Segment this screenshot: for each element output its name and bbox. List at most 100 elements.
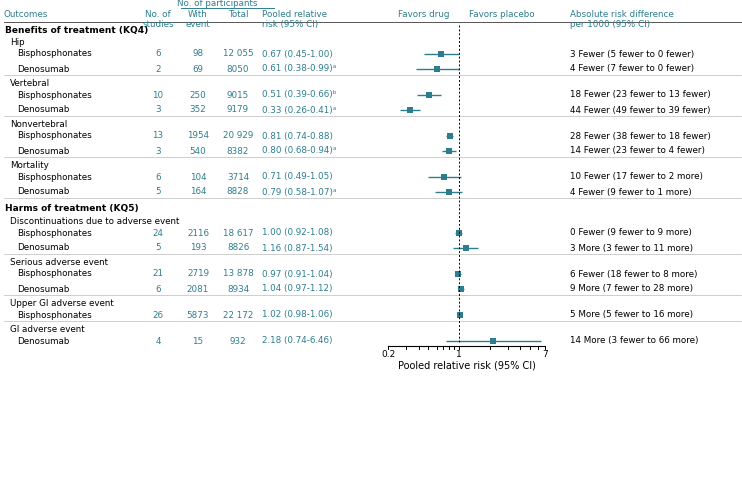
Text: 5873: 5873 xyxy=(187,310,209,320)
Text: 3714: 3714 xyxy=(227,173,249,182)
Text: Benefits of treatment (KQ4): Benefits of treatment (KQ4) xyxy=(5,26,148,35)
Text: 20 929: 20 929 xyxy=(223,132,253,140)
Text: 0.33 (0.26-0.41)ᵃ: 0.33 (0.26-0.41)ᵃ xyxy=(262,106,336,115)
Text: Denosumab: Denosumab xyxy=(17,243,69,253)
Text: 15: 15 xyxy=(192,336,203,346)
Text: GI adverse event: GI adverse event xyxy=(10,325,85,334)
Text: 14 More (3 fewer to 66 more): 14 More (3 fewer to 66 more) xyxy=(570,336,698,346)
Text: 9015: 9015 xyxy=(227,91,249,99)
Text: 1.00 (0.92-1.08): 1.00 (0.92-1.08) xyxy=(262,228,332,238)
Text: 22 172: 22 172 xyxy=(223,310,253,320)
Text: Serious adverse event: Serious adverse event xyxy=(10,258,108,267)
Text: 8828: 8828 xyxy=(227,187,249,197)
Text: 24: 24 xyxy=(153,228,163,238)
Text: 18 Fewer (23 fewer to 13 fewer): 18 Fewer (23 fewer to 13 fewer) xyxy=(570,91,711,99)
Text: 12 055: 12 055 xyxy=(223,50,253,58)
Text: Harms of treatment (KQ5): Harms of treatment (KQ5) xyxy=(5,204,139,214)
Text: No. of
studies: No. of studies xyxy=(142,10,174,29)
Text: 2081: 2081 xyxy=(187,284,209,294)
Text: 10 Fewer (17 fewer to 2 more): 10 Fewer (17 fewer to 2 more) xyxy=(570,173,703,182)
Text: 3: 3 xyxy=(155,147,161,156)
Text: Total: Total xyxy=(228,10,249,19)
Text: 0.81 (0.74-0.88): 0.81 (0.74-0.88) xyxy=(262,132,333,140)
Text: 6: 6 xyxy=(155,173,161,182)
Text: Denosumab: Denosumab xyxy=(17,106,69,115)
Text: Bisphosphonates: Bisphosphonates xyxy=(17,310,92,320)
Text: 0.67 (0.45-1.00): 0.67 (0.45-1.00) xyxy=(262,50,333,58)
Text: Vertebral: Vertebral xyxy=(10,79,50,88)
Text: 8826: 8826 xyxy=(227,243,249,253)
Text: 26: 26 xyxy=(153,310,163,320)
Text: 9 More (7 fewer to 28 more): 9 More (7 fewer to 28 more) xyxy=(570,284,693,294)
Text: With
event: With event xyxy=(186,10,211,29)
Text: 0.79 (0.58-1.07)ᵃ: 0.79 (0.58-1.07)ᵃ xyxy=(262,187,337,197)
Text: 540: 540 xyxy=(190,147,206,156)
Text: 8382: 8382 xyxy=(227,147,249,156)
Text: 0.80 (0.68-0.94)ᵃ: 0.80 (0.68-0.94)ᵃ xyxy=(262,147,336,156)
Text: Absolute risk difference
per 1000 (95% CI): Absolute risk difference per 1000 (95% C… xyxy=(570,10,674,29)
Text: 14 Fewer (23 fewer to 4 fewer): 14 Fewer (23 fewer to 4 fewer) xyxy=(570,147,705,156)
Text: 13: 13 xyxy=(152,132,163,140)
Text: Favors drug: Favors drug xyxy=(398,10,450,19)
Text: 2: 2 xyxy=(155,65,161,73)
Text: 18 617: 18 617 xyxy=(223,228,253,238)
Text: 932: 932 xyxy=(230,336,246,346)
Text: Pooled relative risk (95% CI): Pooled relative risk (95% CI) xyxy=(398,360,536,370)
Text: 28 Fewer (38 fewer to 18 fewer): 28 Fewer (38 fewer to 18 fewer) xyxy=(570,132,711,140)
Text: 2.18 (0.74-6.46): 2.18 (0.74-6.46) xyxy=(262,336,332,346)
Text: Bisphosphonates: Bisphosphonates xyxy=(17,228,92,238)
Text: Upper GI adverse event: Upper GI adverse event xyxy=(10,299,114,308)
Text: 5: 5 xyxy=(155,243,161,253)
Text: Bisphosphonates: Bisphosphonates xyxy=(17,269,92,279)
Text: 44 Fewer (49 fewer to 39 fewer): 44 Fewer (49 fewer to 39 fewer) xyxy=(570,106,711,115)
Text: 10: 10 xyxy=(152,91,163,99)
Text: Favors placebo: Favors placebo xyxy=(469,10,535,19)
Text: Denosumab: Denosumab xyxy=(17,284,69,294)
Text: 1.02 (0.98-1.06): 1.02 (0.98-1.06) xyxy=(262,310,332,320)
Text: No. of participants: No. of participants xyxy=(177,0,257,8)
Text: 7: 7 xyxy=(542,350,548,359)
Text: 8050: 8050 xyxy=(227,65,249,73)
Text: 21: 21 xyxy=(153,269,163,279)
Text: 3: 3 xyxy=(155,106,161,115)
Text: 0.61 (0.38-0.99)ᵃ: 0.61 (0.38-0.99)ᵃ xyxy=(262,65,336,73)
Text: Denosumab: Denosumab xyxy=(17,187,69,197)
Text: Pooled relative
risk (95% CI): Pooled relative risk (95% CI) xyxy=(262,10,327,29)
Text: 98: 98 xyxy=(192,50,203,58)
Text: 6 Fewer (18 fewer to 8 more): 6 Fewer (18 fewer to 8 more) xyxy=(570,269,697,279)
Text: Bisphosphonates: Bisphosphonates xyxy=(17,132,92,140)
Text: 1: 1 xyxy=(456,350,462,359)
Text: 0 Fewer (9 fewer to 9 more): 0 Fewer (9 fewer to 9 more) xyxy=(570,228,692,238)
Text: 0.2: 0.2 xyxy=(381,350,395,359)
Text: 13 878: 13 878 xyxy=(223,269,253,279)
Text: Denosumab: Denosumab xyxy=(17,147,69,156)
Text: 250: 250 xyxy=(190,91,206,99)
Text: 104: 104 xyxy=(190,173,206,182)
Text: Nonvertebral: Nonvertebral xyxy=(10,120,68,129)
Text: 3 Fewer (5 fewer to 0 fewer): 3 Fewer (5 fewer to 0 fewer) xyxy=(570,50,695,58)
Text: 164: 164 xyxy=(190,187,206,197)
Text: Denosumab: Denosumab xyxy=(17,65,69,73)
Text: Outcomes: Outcomes xyxy=(4,10,48,19)
Text: Bisphosphonates: Bisphosphonates xyxy=(17,91,92,99)
Text: 5 More (5 fewer to 16 more): 5 More (5 fewer to 16 more) xyxy=(570,310,693,320)
Text: Discontinuations due to adverse event: Discontinuations due to adverse event xyxy=(10,217,180,226)
Text: 5: 5 xyxy=(155,187,161,197)
Text: 6: 6 xyxy=(155,50,161,58)
Text: 4: 4 xyxy=(155,336,161,346)
Text: 0.97 (0.91-1.04): 0.97 (0.91-1.04) xyxy=(262,269,332,279)
Text: Bisphosphonates: Bisphosphonates xyxy=(17,173,92,182)
Text: 8934: 8934 xyxy=(227,284,249,294)
Text: 1954: 1954 xyxy=(187,132,209,140)
Text: 69: 69 xyxy=(192,65,203,73)
Text: 3 More (3 fewer to 11 more): 3 More (3 fewer to 11 more) xyxy=(570,243,693,253)
Text: 0.51 (0.39-0.66)ᵇ: 0.51 (0.39-0.66)ᵇ xyxy=(262,91,337,99)
Text: Hip: Hip xyxy=(10,38,24,47)
Text: 4 Fewer (7 fewer to 0 fewer): 4 Fewer (7 fewer to 0 fewer) xyxy=(570,65,694,73)
Text: 2719: 2719 xyxy=(187,269,209,279)
Text: 4 Fewer (9 fewer to 1 more): 4 Fewer (9 fewer to 1 more) xyxy=(570,187,692,197)
Text: Bisphosphonates: Bisphosphonates xyxy=(17,50,92,58)
Text: 6: 6 xyxy=(155,284,161,294)
Text: 1.04 (0.97-1.12): 1.04 (0.97-1.12) xyxy=(262,284,332,294)
Text: 0.71 (0.49-1.05): 0.71 (0.49-1.05) xyxy=(262,173,332,182)
